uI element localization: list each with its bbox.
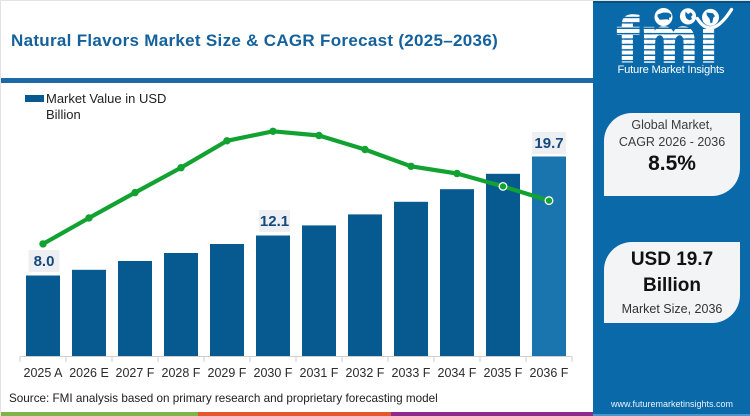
- svg-text:Future Market Insights: Future Market Insights: [618, 64, 725, 76]
- svg-text:19.7: 19.7: [534, 135, 563, 152]
- svg-text:2035 F: 2035 F: [484, 366, 523, 380]
- svg-text:2033 F: 2033 F: [392, 366, 431, 380]
- svg-text:2031 F: 2031 F: [300, 366, 339, 380]
- svg-text:2034 F: 2034 F: [438, 366, 477, 380]
- svg-text:2030 F: 2030 F: [254, 366, 293, 380]
- svg-text:2028 F: 2028 F: [162, 366, 201, 380]
- svg-text:2027 F: 2027 F: [116, 366, 155, 380]
- svg-text:12.1: 12.1: [260, 213, 289, 230]
- svg-text:2029 F: 2029 F: [208, 366, 247, 380]
- svg-text:2025 A: 2025 A: [24, 366, 64, 380]
- svg-text:2026 E: 2026 E: [69, 366, 109, 380]
- svg-text:2032 F: 2032 F: [346, 366, 385, 380]
- svg-text:8.0: 8.0: [34, 253, 55, 270]
- svg-text:2036 F: 2036 F: [530, 366, 569, 380]
